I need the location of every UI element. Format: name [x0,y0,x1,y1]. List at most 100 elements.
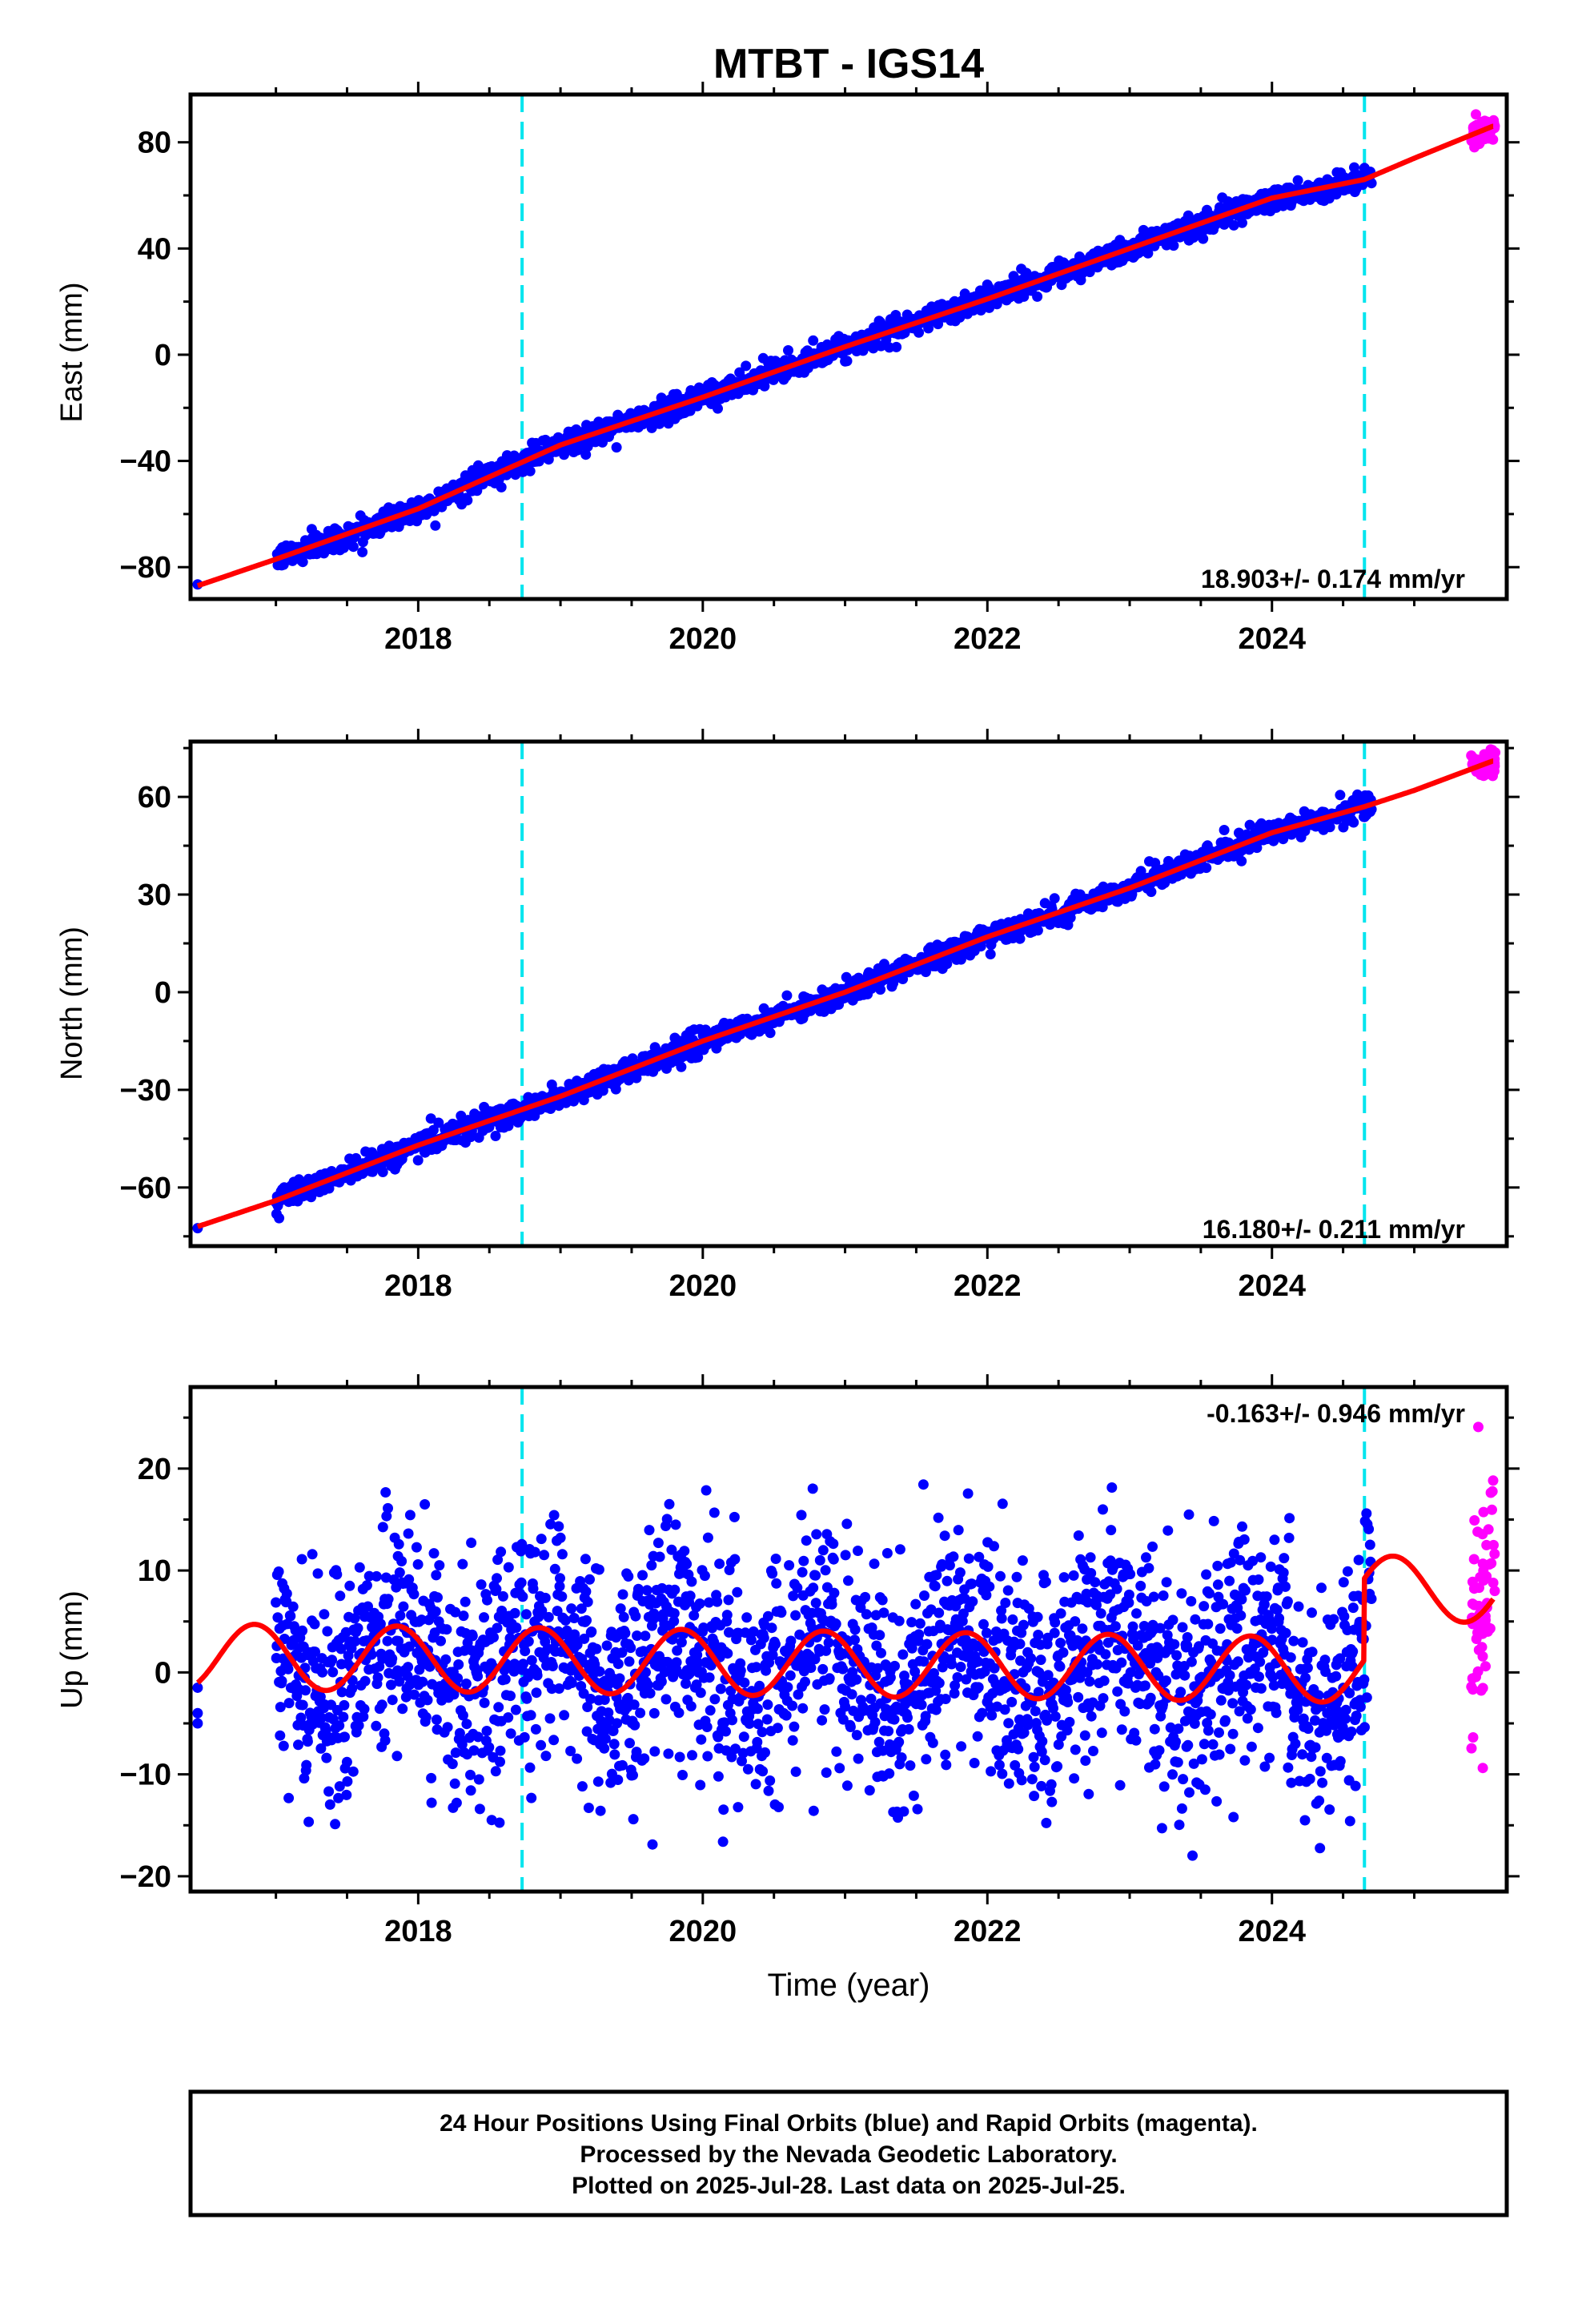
up-final-point [297,1625,308,1636]
up-final-point [853,1546,863,1556]
north-final-point [1348,817,1359,828]
north-x-tick-label: 2018 [384,1269,452,1303]
up-final-point [656,1676,667,1687]
north-final-point [765,1027,776,1039]
up-final-point [709,1507,720,1518]
up-final-point [387,1695,398,1706]
up-final-point [727,1715,737,1726]
up-final-point [420,1499,431,1510]
up-final-point [917,1479,929,1490]
up-final-point [327,1667,339,1678]
up-final-point [694,1598,705,1609]
up-final-point [889,1714,900,1725]
up-final-point [500,1674,511,1685]
north-final-point [1032,925,1043,936]
up-final-point [283,1663,294,1675]
up-final-point [460,1596,471,1607]
up-final-point [376,1699,387,1711]
up-final-point [520,1609,532,1620]
up-final-point [810,1598,821,1609]
up-final-point [482,1594,492,1606]
up-final-point [1013,1743,1024,1755]
up-final-point [837,1663,849,1675]
up-final-point [940,1749,951,1760]
up-final-point [599,1743,610,1754]
up-final-point [516,1577,527,1588]
up-final-point [449,1778,460,1789]
up-final-point [997,1768,1008,1779]
up-final-point [681,1558,693,1570]
up-final-point [530,1723,541,1735]
up-final-point [630,1610,641,1622]
up-final-point [912,1803,923,1815]
up-final-point [934,1678,945,1689]
up-final-point [761,1714,773,1725]
north-rate-label: 16.180+/- 0.211 mm/yr [1203,1215,1465,1244]
up-final-point [359,1703,370,1715]
up-final-point [488,1632,499,1642]
up-final-point [831,1746,842,1757]
up-final-point [465,1785,476,1796]
up-final-point [614,1673,625,1684]
up-final-point [283,1698,295,1709]
up-final-point [787,1735,798,1746]
up-final-point [592,1776,604,1787]
east-final-point [347,541,359,553]
north-final-point [1335,790,1346,801]
up-final-point [807,1483,818,1494]
up-final-point [771,1578,782,1589]
up-final-point [628,1814,639,1825]
up-final-point [715,1683,726,1695]
up-final-point [903,1723,914,1735]
north-final-point [274,1212,285,1224]
up-final-point [869,1717,881,1727]
up-final-point [851,1674,862,1685]
up-final-point [954,1567,966,1578]
up-final-point [930,1581,941,1592]
north-final-point [412,1155,424,1166]
up-final-point [902,1712,913,1723]
up-final-point [821,1767,832,1778]
north-final-point [1146,887,1157,898]
up-final-point [817,1715,828,1726]
up-final-point [962,1488,974,1499]
east-final-point [713,403,723,414]
up-final-point [1003,1718,1014,1729]
up-final-point [539,1550,550,1561]
up-final-point [664,1498,675,1510]
up-final-point [330,1819,341,1830]
up-final-point [492,1622,503,1634]
up-final-point [919,1590,930,1601]
up-final-point [555,1573,565,1584]
east-final-point [524,465,536,476]
up-final-point [652,1538,664,1549]
up-final-point [339,1731,350,1743]
up-final-point [823,1637,834,1648]
up-final-point [503,1562,514,1573]
up-final-point [556,1549,568,1560]
up-final-point [338,1711,349,1723]
up-final-point [553,1521,564,1532]
up-final-point [555,1532,566,1543]
north-y-tick-label: 0 [155,976,171,1010]
up-final-point [628,1770,638,1781]
up-final-point [789,1721,800,1732]
up-final-point [757,1766,769,1777]
up-final-point [640,1630,651,1642]
up-final-point [625,1642,636,1654]
up-final-point [997,1498,1008,1510]
up-final-point [685,1590,696,1602]
up-final-point [503,1712,514,1723]
up-final-point [505,1691,516,1702]
up-final-point [963,1553,974,1564]
up-final-point [341,1756,352,1767]
up-final-point [393,1538,404,1550]
up-final-point [648,1707,660,1719]
east-x-tick-label: 2018 [384,622,452,656]
up-final-point [536,1534,547,1545]
up-final-point [637,1570,648,1581]
up-final-point [927,1737,938,1748]
up-final-point [687,1750,697,1761]
up-final-point [594,1666,605,1677]
